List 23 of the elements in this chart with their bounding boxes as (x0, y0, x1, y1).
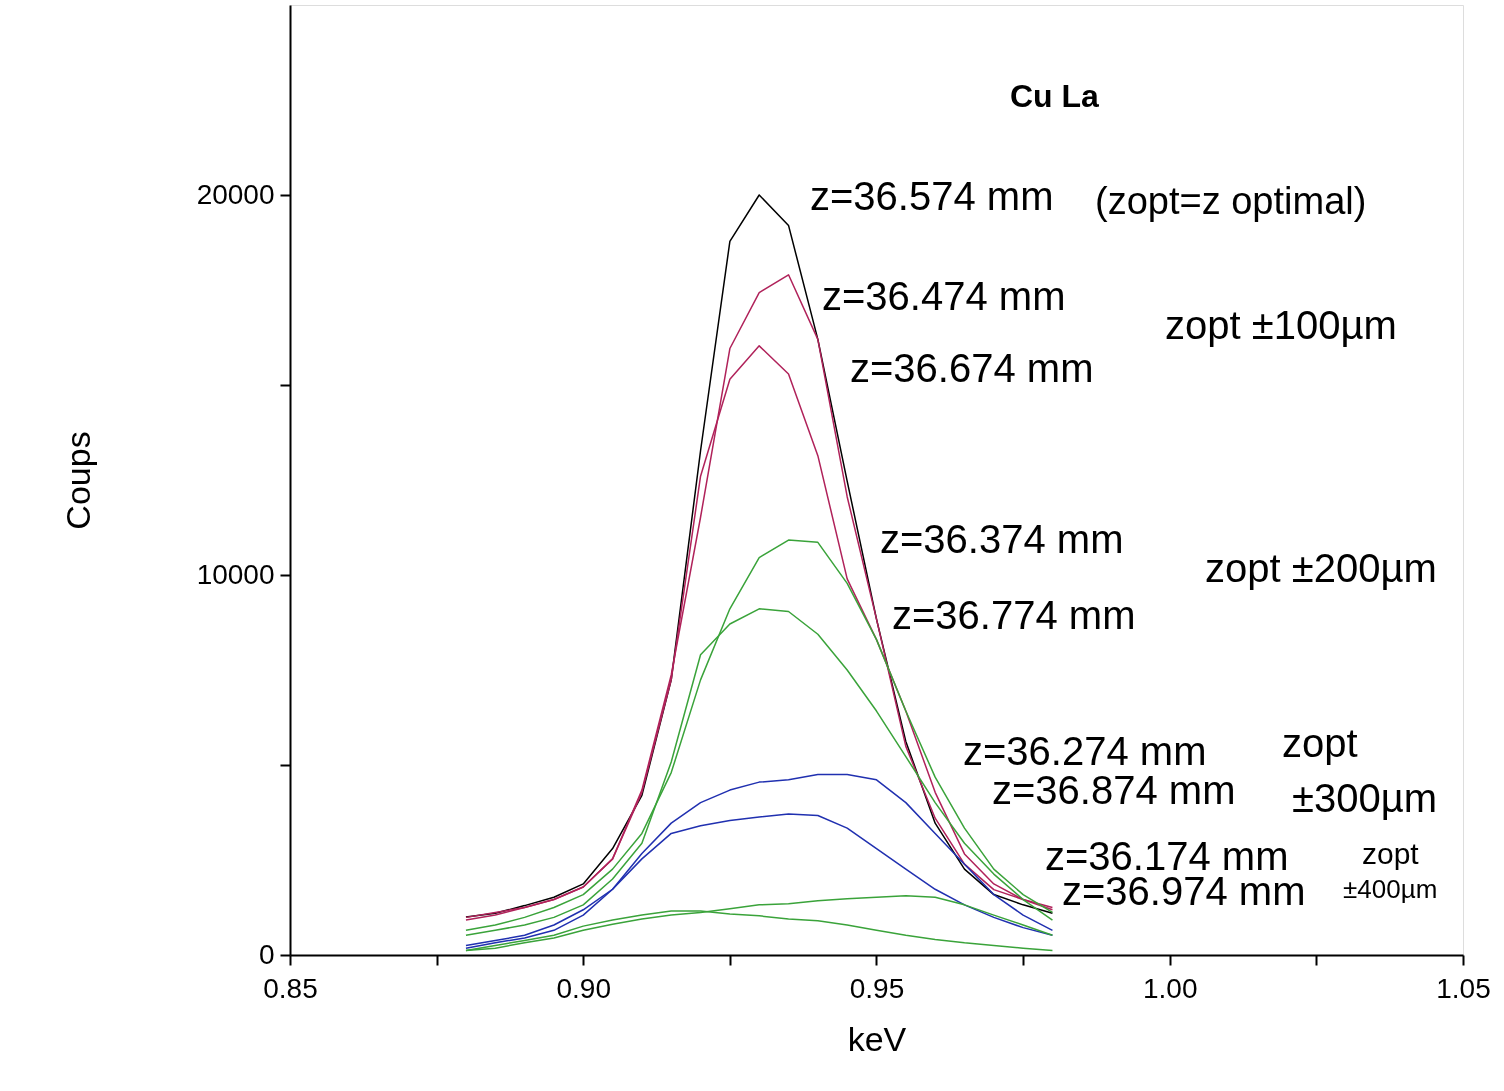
y-tick-label: 10000 (196, 558, 275, 590)
annotation: z=36.574 mm (810, 174, 1054, 218)
y-axis-title: Coups (58, 431, 97, 530)
annotation: z=36.774 mm (892, 593, 1136, 637)
x-axis-title: keV (847, 1019, 907, 1058)
annotation: zopt (1362, 837, 1420, 870)
x-tick-label: 0.95 (849, 972, 905, 1004)
annotation: z=36.374 mm (880, 517, 1124, 561)
annotation: zopt ±100µm (1165, 303, 1397, 347)
annotation: zopt (1282, 721, 1358, 765)
x-tick-label: 1.00 (1143, 972, 1198, 1004)
annotation: z=36.474 mm (822, 274, 1066, 318)
x-tick-label: 1.05 (1436, 972, 1491, 1004)
annotation: ±400µm (1343, 874, 1438, 904)
x-tick-label: 0.90 (556, 972, 611, 1004)
y-tick-label: 0 (258, 938, 275, 970)
text: Cu La (1010, 78, 1100, 114)
x-tick-label: 0.85 (263, 972, 318, 1004)
annotation: zopt ±200µm (1205, 546, 1437, 590)
annotation: ±300µm (1292, 776, 1438, 820)
y-tick-label: 20000 (196, 178, 275, 210)
annotation: z=36.674 mm (850, 346, 1094, 390)
annotation: (zopt=z optimal) (1095, 180, 1367, 222)
